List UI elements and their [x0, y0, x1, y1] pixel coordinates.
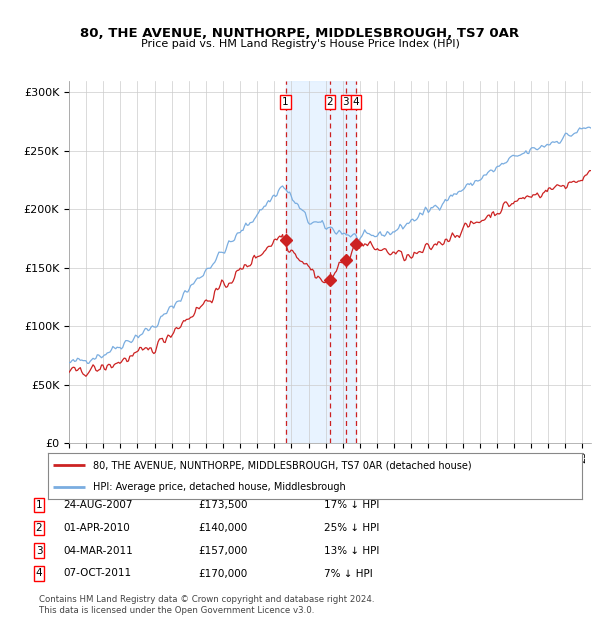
- Text: 4: 4: [353, 97, 359, 107]
- Text: 4: 4: [35, 569, 43, 578]
- Bar: [286, 81, 356, 443]
- Text: £140,000: £140,000: [198, 523, 247, 533]
- Text: 80, THE AVENUE, NUNTHORPE, MIDDLESBROUGH, TS7 0AR (detached house): 80, THE AVENUE, NUNTHORPE, MIDDLESBROUGH…: [94, 460, 472, 470]
- Text: 04-MAR-2011: 04-MAR-2011: [63, 546, 133, 556]
- Text: This data is licensed under the Open Government Licence v3.0.: This data is licensed under the Open Gov…: [39, 606, 314, 615]
- Text: 24-AUG-2007: 24-AUG-2007: [63, 500, 133, 510]
- Text: £157,000: £157,000: [198, 546, 247, 556]
- Text: 25% ↓ HPI: 25% ↓ HPI: [324, 523, 379, 533]
- Text: 1: 1: [35, 500, 43, 510]
- Text: £170,000: £170,000: [198, 569, 247, 578]
- Text: Contains HM Land Registry data © Crown copyright and database right 2024.: Contains HM Land Registry data © Crown c…: [39, 595, 374, 604]
- Text: 3: 3: [35, 546, 43, 556]
- Text: 3: 3: [343, 97, 349, 107]
- Text: 13% ↓ HPI: 13% ↓ HPI: [324, 546, 379, 556]
- Text: £173,500: £173,500: [198, 500, 248, 510]
- Text: Price paid vs. HM Land Registry's House Price Index (HPI): Price paid vs. HM Land Registry's House …: [140, 39, 460, 49]
- Text: HPI: Average price, detached house, Middlesbrough: HPI: Average price, detached house, Midd…: [94, 482, 346, 492]
- Text: 17% ↓ HPI: 17% ↓ HPI: [324, 500, 379, 510]
- Text: 01-APR-2010: 01-APR-2010: [63, 523, 130, 533]
- Text: 7% ↓ HPI: 7% ↓ HPI: [324, 569, 373, 578]
- Text: 80, THE AVENUE, NUNTHORPE, MIDDLESBROUGH, TS7 0AR: 80, THE AVENUE, NUNTHORPE, MIDDLESBROUGH…: [80, 27, 520, 40]
- Text: 1: 1: [282, 97, 289, 107]
- Text: 2: 2: [326, 97, 334, 107]
- Text: 2: 2: [35, 523, 43, 533]
- Text: 07-OCT-2011: 07-OCT-2011: [63, 569, 131, 578]
